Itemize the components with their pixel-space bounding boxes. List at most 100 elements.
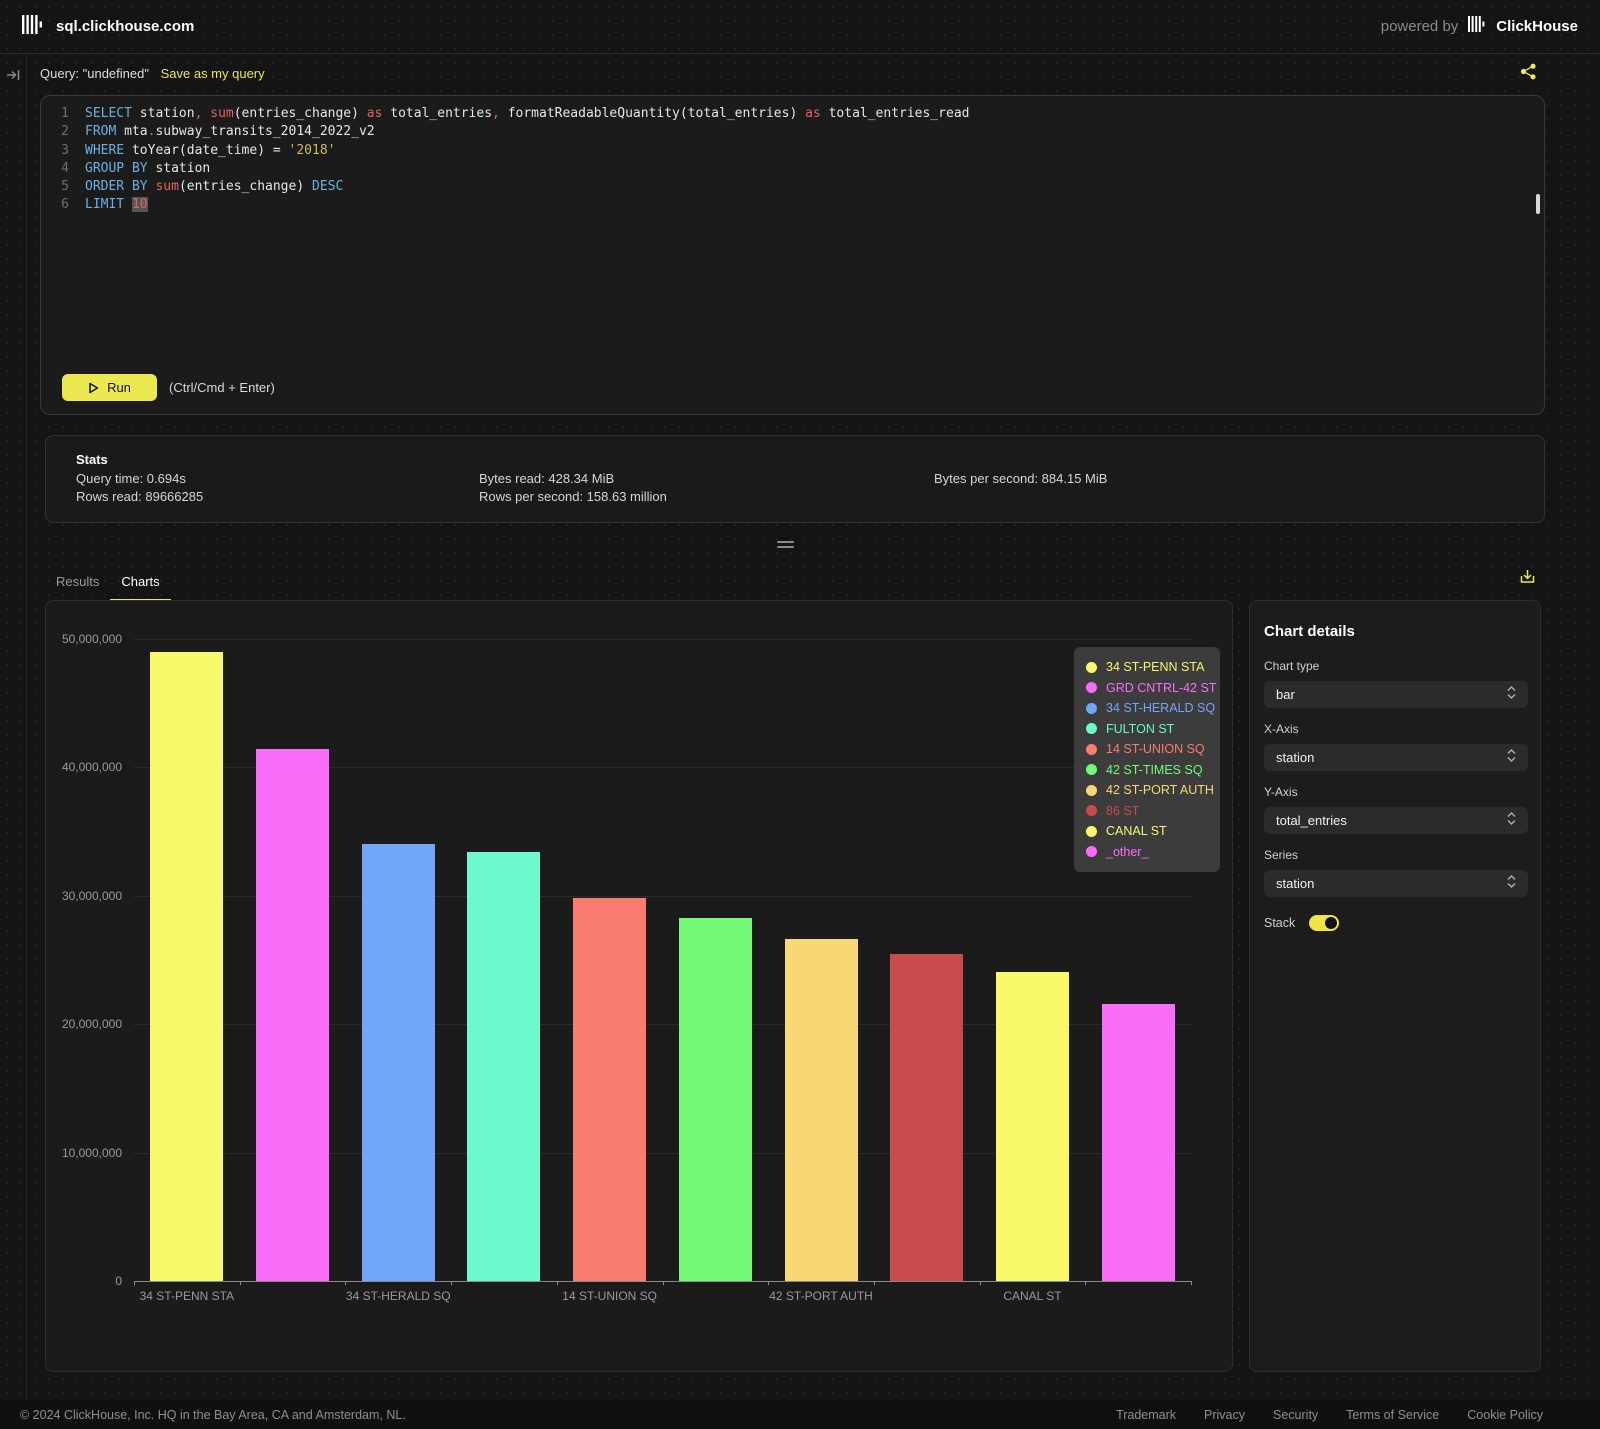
legend-item[interactable]: 34 ST-PENN STA: [1086, 657, 1208, 678]
x-axis-tick: [239, 1281, 241, 1285]
tab-results[interactable]: Results: [56, 574, 100, 589]
stats-column: Query time: 0.694s Rows read: 89666285: [76, 470, 203, 506]
bar-86 ST[interactable]: [890, 953, 964, 1281]
sql-line-text: SELECT station, sum(entries_change) as t…: [85, 105, 969, 123]
legend-item[interactable]: 42 ST-PORT AUTH: [1086, 780, 1214, 801]
bar-CANAL ST[interactable]: [995, 971, 1069, 1281]
legend-label: 42 ST-TIMES SQ: [1106, 762, 1203, 777]
x-axis-tick: [662, 1281, 664, 1285]
footer-link-cookie-policy[interactable]: Cookie Policy: [1467, 1407, 1543, 1422]
brand-name[interactable]: ClickHouse: [1496, 18, 1578, 35]
sql-line-text: GROUP BY station: [85, 160, 210, 178]
editor-scrollbar[interactable]: [1536, 194, 1540, 214]
legend-label: _other_: [1106, 844, 1149, 859]
run-button[interactable]: Run: [62, 374, 157, 401]
legend-dot-icon: [1086, 723, 1097, 735]
sql-editor[interactable]: 1 SELECT station, sum(entries_change) as …: [40, 95, 1545, 415]
bar-34 ST-PENN STA[interactable]: [150, 651, 224, 1281]
bar-GRD CNTRL-42 ST[interactable]: [256, 749, 330, 1281]
x-axis-tick: [134, 1281, 135, 1285]
gridline: [134, 1024, 1191, 1026]
footer-link-terms-of-service[interactable]: Terms of Service: [1346, 1407, 1440, 1422]
footer-link-privacy[interactable]: Privacy: [1204, 1407, 1246, 1422]
sql-line[interactable]: 6 LIMIT 10: [41, 196, 1544, 214]
stack-row: Stack: [1264, 915, 1542, 931]
footer-link-trademark[interactable]: Trademark: [1116, 1407, 1177, 1422]
legend-dot-icon: [1086, 846, 1097, 858]
stats-column: Bytes read: 428.34 MiB Rows per second: 1…: [479, 470, 667, 506]
stats-title: Stats: [76, 452, 108, 467]
query-header: Query: "undefined" Save as my query: [40, 66, 265, 81]
download-icon[interactable]: [1518, 567, 1537, 591]
x-axis-category-label: CANAL ST: [1003, 1289, 1062, 1303]
legend-item[interactable]: FULTON ST: [1086, 719, 1208, 740]
legend-item[interactable]: _other_: [1086, 842, 1208, 863]
bar-42 ST-PORT AUTH[interactable]: [784, 939, 858, 1281]
sql-line[interactable]: 3 WHERE toYear(date_time) = '2018': [41, 142, 1544, 160]
sql-token: GROUP BY: [85, 160, 148, 176]
sql-line[interactable]: 5 ORDER BY sum(entries_change) DESC: [41, 178, 1544, 196]
legend-item[interactable]: CANAL ST: [1086, 821, 1208, 842]
sql-token: sum: [155, 179, 179, 195]
stat-value: Rows per second: 158.63 million: [479, 489, 667, 504]
share-icon[interactable]: [1520, 63, 1537, 85]
legend-label: CANAL ST: [1106, 824, 1167, 839]
legend-label: FULTON ST: [1106, 721, 1175, 736]
legend-item[interactable]: 34 ST-HERALD SQ: [1086, 698, 1215, 719]
x-axis-category-label: 14 ST-UNION SQ: [562, 1289, 657, 1303]
field-label: Series: [1264, 848, 1299, 862]
line-number: 6: [61, 197, 69, 213]
select-x-axis[interactable]: station: [1264, 744, 1528, 771]
footer-link-security[interactable]: Security: [1273, 1407, 1319, 1422]
sql-line[interactable]: 4 GROUP BY station: [41, 160, 1544, 178]
chevron-up-down-icon: [1505, 874, 1518, 894]
bar-chart: 0 10,000,000 20,000,000 30,000,000 40,000,00…: [46, 601, 1232, 1371]
sql-line-text: WHERE toYear(date_time) = '2018': [85, 142, 335, 160]
legend-dot-icon: [1086, 743, 1097, 755]
expand-sidebar-icon[interactable]: [6, 68, 21, 87]
sql-token: as: [805, 106, 821, 121]
line-number: 1: [61, 106, 69, 121]
legend-item[interactable]: 86 ST: [1086, 801, 1208, 822]
select-chart-type[interactable]: bar: [1264, 681, 1528, 708]
select-series[interactable]: station: [1264, 870, 1528, 897]
bar-34 ST-HERALD SQ[interactable]: [361, 844, 435, 1281]
sql-token: as: [366, 106, 383, 121]
sql-line[interactable]: 2 FROM mta.subway_transits_2014_2022_v2: [41, 123, 1544, 141]
clickhouse-logo-icon: [22, 14, 44, 39]
sql-token: sum: [210, 106, 234, 121]
select-y-axis[interactable]: total_entries: [1264, 807, 1528, 834]
query-name-label: Query: "undefined": [40, 66, 149, 81]
legend-item[interactable]: GRD CNTRL-42 ST: [1086, 678, 1216, 699]
sql-token: station: [131, 106, 195, 121]
save-as-my-query-link[interactable]: Save as my query: [160, 66, 265, 81]
stat-value: Bytes per second: 884.15 MiB: [934, 471, 1108, 486]
y-axis-tick-label: 40,000,000: [61, 760, 122, 775]
field-label: Y-Axis: [1264, 785, 1298, 799]
bar-_other_[interactable]: [1101, 1003, 1175, 1281]
legend-dot-icon: [1086, 661, 1097, 673]
results-charts-tabs: Results Charts: [45, 568, 171, 602]
sql-line[interactable]: 1 SELECT station, sum(entries_change) as …: [41, 105, 1544, 123]
copyright-text: © 2024 ClickHouse, Inc. HQ in the Bay Ar…: [20, 1407, 406, 1422]
legend-item[interactable]: 42 ST-TIMES SQ: [1086, 760, 1208, 781]
bar-FULTON ST[interactable]: [467, 852, 541, 1281]
sql-token: mta: [116, 124, 148, 140]
bar-42 ST-TIMES SQ[interactable]: [678, 917, 752, 1281]
resize-handle[interactable]: [777, 541, 794, 551]
chart-panel: 0 10,000,000 20,000,000 30,000,000 40,000,00…: [45, 600, 1233, 1372]
legend-dot-icon: [1086, 682, 1097, 694]
sql-code[interactable]: 1 SELECT station, sum(entries_change) as …: [41, 96, 1544, 215]
legend-dot-icon: [1086, 825, 1097, 837]
sql-token: ,: [194, 106, 211, 121]
sql-token: ORDER BY: [85, 179, 148, 195]
sql-token: subway_transits_2014_2022_v2: [155, 124, 375, 140]
stack-toggle[interactable]: [1309, 915, 1340, 931]
play-icon: [88, 382, 99, 394]
legend-item[interactable]: 14 ST-UNION SQ: [1086, 739, 1208, 760]
bar-14 ST-UNION SQ[interactable]: [573, 898, 647, 1281]
stat-value: Bytes read: 428.34 MiB: [479, 471, 615, 486]
line-number: 5: [61, 179, 69, 195]
x-axis-category-label: 42 ST-PORT AUTH: [769, 1289, 873, 1303]
tab-charts[interactable]: Charts: [110, 568, 171, 602]
